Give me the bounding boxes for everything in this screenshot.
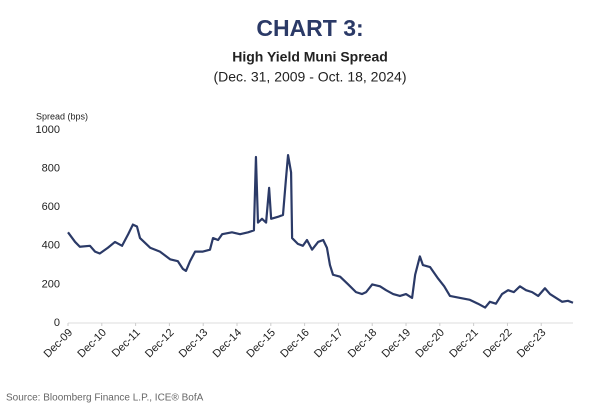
spread-line <box>67 153 574 309</box>
x-tick-label: Dec-12 <box>143 327 177 361</box>
chart-subtitle: High Yield Muni Spread <box>232 49 388 65</box>
x-tick-label: Dec-20 <box>413 327 447 361</box>
y-tick-label: 200 <box>42 278 60 290</box>
x-tick-label: Dec-10 <box>75 327 109 361</box>
source-note: Source: Bloomberg Finance L.P., ICE® Bof… <box>6 393 204 404</box>
x-tick-label: Dec-17 <box>312 327 346 361</box>
x-tick-label: Dec-18 <box>346 327 380 361</box>
y-axis-label: Spread (bps) <box>36 111 88 121</box>
y-tick-label: 400 <box>42 240 60 252</box>
date-range: (Dec. 31, 2009 - Oct. 18, 2024) <box>214 69 407 85</box>
y-tick-label: 1000 <box>36 124 60 136</box>
x-tick-label: Dec-22 <box>481 327 515 361</box>
x-tick-label: Dec-19 <box>380 327 414 361</box>
x-tick-label: Dec-21 <box>447 327 481 361</box>
chart-title: CHART 3: <box>256 15 363 41</box>
x-tick-label: Dec-13 <box>177 327 211 361</box>
x-tick-label: Dec-23 <box>515 327 549 361</box>
y-tick-label: 800 <box>42 163 60 175</box>
x-tick-label: Dec-09 <box>42 327 76 361</box>
y-tick-label: 600 <box>42 201 60 213</box>
x-tick-label: Dec-11 <box>110 327 143 360</box>
x-tick-label: Dec-14 <box>211 327 245 361</box>
x-tick-label: Dec-15 <box>244 327 278 361</box>
y-tick-label: 0 <box>54 317 60 329</box>
x-tick-label: Dec-16 <box>278 327 312 361</box>
